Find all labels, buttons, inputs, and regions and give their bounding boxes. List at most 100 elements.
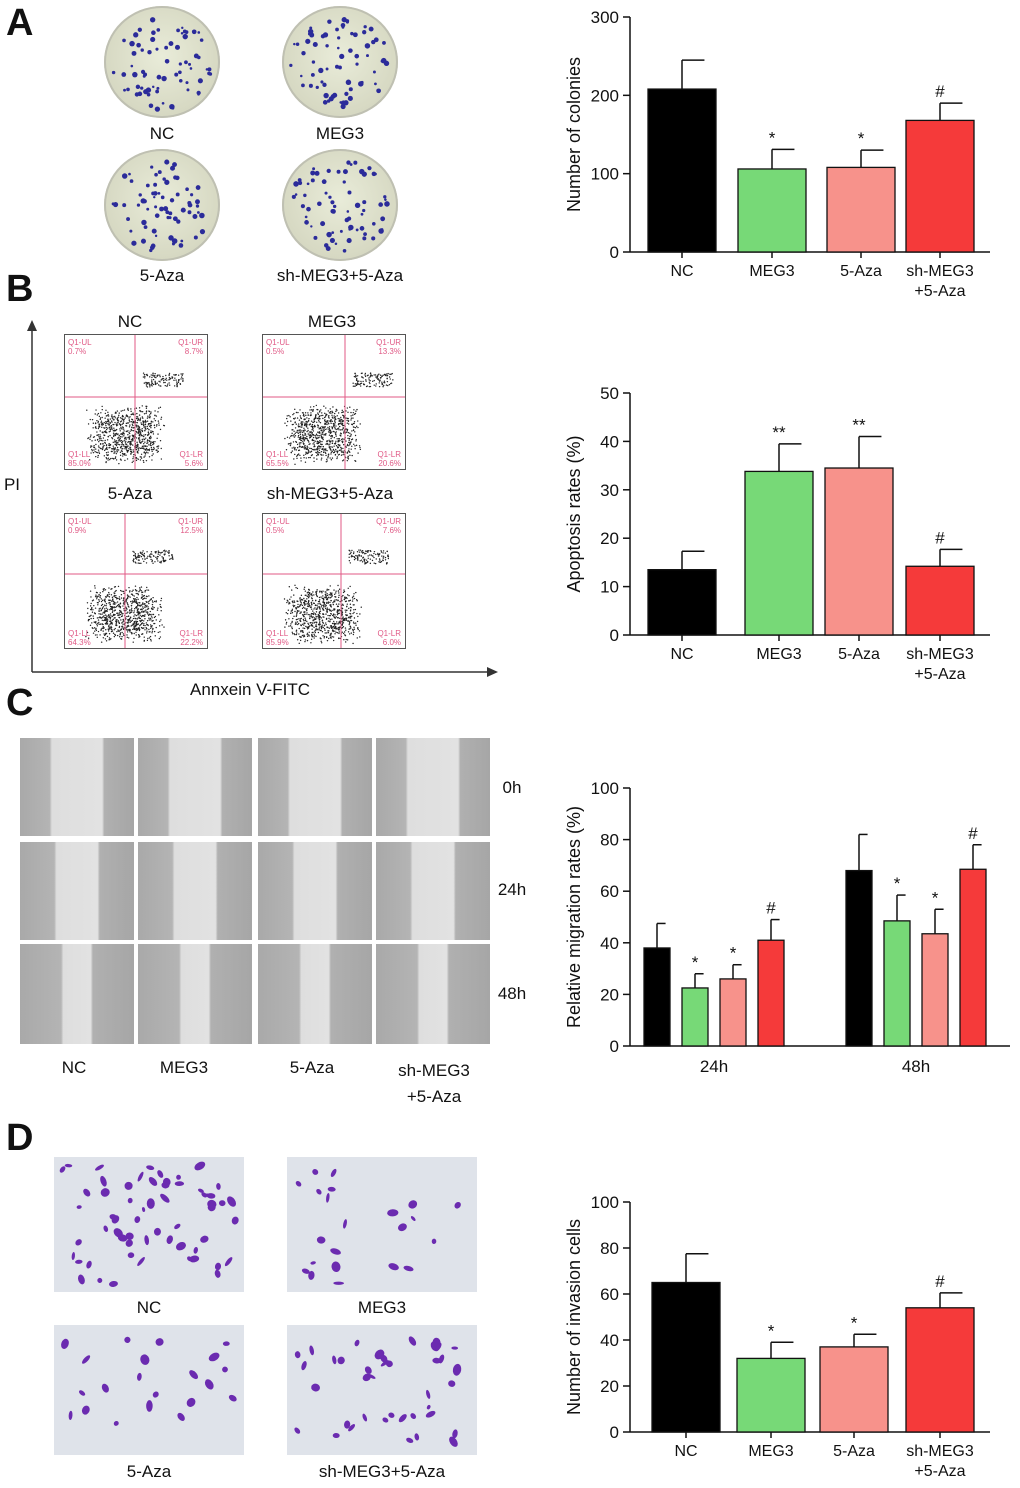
y-tick-label: 10 <box>600 578 619 597</box>
flow-event <box>297 423 300 425</box>
flow-event <box>156 558 158 560</box>
flow-event <box>169 377 172 380</box>
flow-event <box>112 416 114 418</box>
flow-event <box>387 557 390 560</box>
flow-event <box>326 593 328 595</box>
flow-event <box>341 631 343 633</box>
flow-event <box>118 616 120 619</box>
colony-dot <box>190 193 194 197</box>
flow-event <box>167 551 169 553</box>
invasion-cell <box>312 1169 319 1175</box>
flow-event <box>94 585 96 587</box>
flow-event <box>123 445 125 447</box>
flow-event <box>128 625 130 627</box>
flow-event <box>136 596 138 599</box>
colony-dot <box>307 32 312 36</box>
wound-image <box>138 738 252 836</box>
transwell-label: MEG3 <box>357 1298 407 1317</box>
flow-event <box>144 591 146 593</box>
flow-event <box>158 625 161 627</box>
colony-dot <box>123 88 126 92</box>
flow-event <box>146 595 148 598</box>
significance-mark: * <box>768 1321 775 1340</box>
flow-event <box>331 428 334 430</box>
flow-event <box>369 385 372 388</box>
flow-event <box>377 555 380 557</box>
flow-event <box>148 410 150 412</box>
flow-event <box>318 626 321 628</box>
colony-dot <box>131 50 137 56</box>
flow-event <box>99 434 101 436</box>
flow-event <box>111 426 113 428</box>
flow-event <box>144 427 147 430</box>
flow-event <box>350 551 352 554</box>
flow-event <box>90 617 92 620</box>
flow-event <box>326 636 328 638</box>
flow-event <box>371 559 374 562</box>
flow-event <box>109 613 112 615</box>
flow-event <box>311 622 313 624</box>
flow-event <box>153 375 155 377</box>
colony-dot <box>180 207 186 213</box>
flow-event <box>355 440 357 442</box>
quadrant-text: 0.5% <box>266 347 284 356</box>
invasion-cell <box>343 1219 347 1229</box>
flow-event <box>326 608 328 611</box>
flow-event <box>107 630 110 632</box>
flow-event <box>120 638 123 640</box>
colony-dot <box>170 165 176 171</box>
flow-event <box>97 454 99 457</box>
flow-event <box>291 600 294 603</box>
flow-event <box>122 415 124 418</box>
flow-event <box>109 616 112 619</box>
flow-event <box>315 621 318 623</box>
flow-event <box>385 384 388 386</box>
flow-event <box>95 443 97 446</box>
flow-event <box>89 418 91 421</box>
flow-event <box>91 450 94 452</box>
flow-event <box>382 550 385 552</box>
flow-event <box>378 373 380 375</box>
flow-event <box>355 444 358 447</box>
flow-event <box>99 436 102 438</box>
flow-event <box>180 378 182 380</box>
flow-event <box>340 454 343 456</box>
flow-event <box>122 453 124 455</box>
flow-event <box>337 599 339 602</box>
colony-dot <box>334 242 338 246</box>
flow-event <box>114 592 116 595</box>
flow-event <box>149 556 152 558</box>
flow-event <box>346 419 348 422</box>
flow-event <box>129 596 131 598</box>
flow-event <box>351 549 353 552</box>
colony-dot <box>382 41 386 45</box>
transwell-image <box>54 1325 244 1455</box>
invasion-cell <box>134 1216 141 1223</box>
colony-dot <box>346 210 350 213</box>
flow-event <box>109 430 111 433</box>
colony-dot <box>168 211 173 216</box>
flow-event <box>109 429 112 431</box>
flow-event <box>139 433 142 435</box>
flow-event <box>379 559 381 561</box>
flow-event <box>300 629 302 632</box>
flow-event <box>316 590 318 592</box>
flow-event <box>151 630 154 632</box>
flow-event <box>100 423 103 426</box>
flow-event <box>331 426 333 428</box>
flow-event <box>362 556 365 559</box>
flow-event <box>133 623 135 626</box>
flow-event <box>161 556 163 558</box>
flow-event <box>335 592 337 594</box>
flow-event <box>91 622 93 624</box>
flow-event <box>133 615 135 617</box>
flow-event <box>144 373 146 376</box>
flow-event <box>143 382 146 384</box>
flow-event <box>315 614 317 616</box>
flow-event <box>320 638 322 640</box>
flow-event <box>296 618 298 621</box>
flow-event <box>102 588 105 590</box>
flow-event <box>101 448 104 451</box>
flow-event <box>317 434 319 437</box>
flow-event <box>106 446 108 449</box>
